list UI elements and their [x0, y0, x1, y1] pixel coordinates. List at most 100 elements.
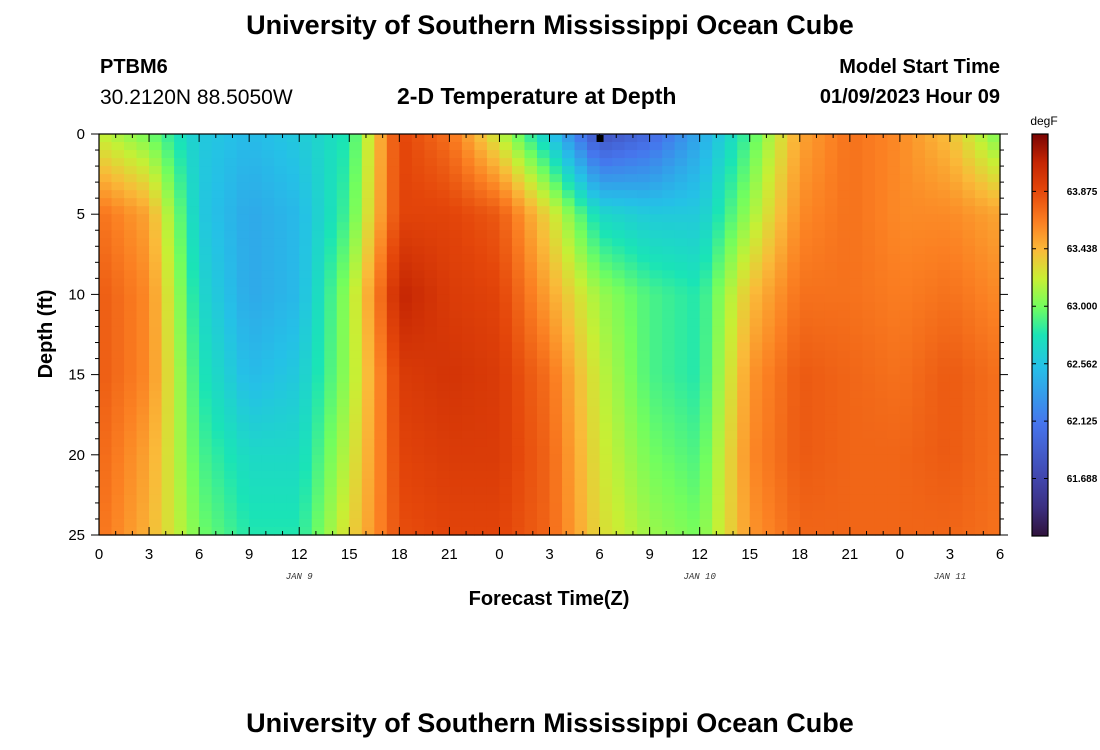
heatmap-cell: [674, 254, 688, 263]
heatmap-cell: [962, 318, 976, 328]
heatmap-cell: [99, 278, 113, 287]
heatmap-cell: [361, 462, 375, 472]
heatmap-cell: [987, 350, 1001, 360]
heatmap-cell: [862, 294, 876, 304]
heatmap-cell: [199, 470, 213, 480]
heatmap-cell: [524, 198, 538, 207]
heatmap-cell: [161, 222, 175, 231]
heatmap-cell: [324, 286, 338, 295]
heatmap-cell: [624, 150, 638, 159]
heatmap-cell: [799, 302, 813, 312]
heatmap-cell: [962, 198, 976, 207]
heatmap-cell: [849, 206, 863, 215]
heatmap-cell: [949, 358, 964, 368]
heatmap-cell: [499, 182, 513, 191]
heatmap-cell: [286, 414, 300, 424]
heatmap-cell: [949, 406, 964, 416]
heatmap-cell: [887, 414, 901, 424]
heatmap-cell: [161, 446, 175, 456]
heatmap-cell: [349, 446, 363, 456]
heatmap-cell: [186, 190, 200, 199]
heatmap-cell: [812, 430, 826, 440]
heatmap-cell: [612, 446, 626, 456]
heatmap-cell: [536, 238, 551, 247]
heatmap-cell: [762, 190, 776, 199]
heatmap-cell: [774, 142, 788, 151]
heatmap-cell: [211, 406, 225, 416]
heatmap-cell: [874, 174, 888, 183]
heatmap-cell: [762, 406, 776, 416]
heatmap-cell: [324, 142, 338, 151]
heatmap-cell: [161, 302, 175, 312]
heatmap-cell: [511, 158, 526, 167]
heatmap-cell: [411, 526, 425, 536]
heatmap-cell: [599, 342, 613, 352]
heatmap-cell: [649, 518, 663, 528]
heatmap-cell: [461, 454, 476, 464]
heatmap-cell: [849, 486, 863, 496]
heatmap-cell: [662, 206, 676, 215]
heatmap-cell: [562, 214, 576, 223]
heatmap-cell: [424, 326, 438, 336]
heatmap-cell: [649, 230, 663, 239]
heatmap-cell: [787, 366, 801, 376]
heatmap-cell: [424, 134, 438, 143]
heatmap-cell: [899, 502, 913, 512]
heatmap-cell: [399, 326, 413, 336]
heatmap-cell: [474, 310, 488, 320]
heatmap-cell: [511, 198, 526, 207]
heatmap-cell: [712, 478, 726, 488]
heatmap-cell: [812, 286, 826, 295]
heatmap-cell: [324, 422, 338, 432]
heatmap-cell: [136, 502, 150, 512]
heatmap-cell: [449, 366, 463, 376]
heatmap-cell: [211, 182, 225, 191]
heatmap-cell: [524, 358, 538, 368]
heatmap-cell: [236, 398, 250, 408]
heatmap-cell: [124, 230, 138, 239]
heatmap-cell: [599, 230, 613, 239]
heatmap-cell: [524, 510, 538, 520]
heatmap-cell: [812, 462, 826, 472]
heatmap-cell: [774, 518, 788, 528]
heatmap-cell: [862, 526, 876, 536]
heatmap-cell: [787, 478, 801, 488]
heatmap-cell: [274, 366, 288, 376]
heatmap-cell: [649, 454, 663, 464]
heatmap-cell: [837, 158, 851, 167]
heatmap-cell: [199, 502, 213, 512]
heatmap-cell: [762, 302, 776, 312]
heatmap-cell: [812, 230, 826, 239]
heatmap-cell: [136, 262, 150, 271]
heatmap-cell: [787, 222, 801, 231]
heatmap-cell: [511, 334, 526, 344]
heatmap-cell: [161, 278, 175, 287]
heatmap-cell: [849, 478, 863, 488]
heatmap-cell: [562, 526, 576, 536]
heatmap-cell: [824, 150, 838, 159]
heatmap-cell: [612, 478, 626, 488]
heatmap-cell: [99, 422, 113, 432]
heatmap-cell: [562, 398, 576, 408]
heatmap-cell: [274, 246, 288, 255]
heatmap-cell: [411, 494, 425, 504]
heatmap-cell: [486, 278, 501, 287]
heatmap-cell: [311, 390, 325, 400]
heatmap-cell: [274, 446, 288, 456]
heatmap-cell: [449, 342, 463, 352]
heatmap-cell: [749, 230, 763, 239]
heatmap-cell: [286, 382, 300, 392]
heatmap-cell: [249, 166, 263, 175]
heatmap-cell: [111, 246, 125, 255]
heatmap-cell: [587, 526, 601, 536]
heatmap-cell: [587, 238, 601, 247]
heatmap-cell: [424, 166, 438, 175]
heatmap-cell: [186, 446, 200, 456]
heatmap-cell: [99, 390, 113, 400]
heatmap-cell: [136, 374, 150, 384]
heatmap-cell: [424, 238, 438, 247]
heatmap-cell: [449, 270, 463, 279]
heatmap-cell: [274, 478, 288, 488]
heatmap-cell: [449, 510, 463, 520]
heatmap-cell: [637, 302, 651, 312]
